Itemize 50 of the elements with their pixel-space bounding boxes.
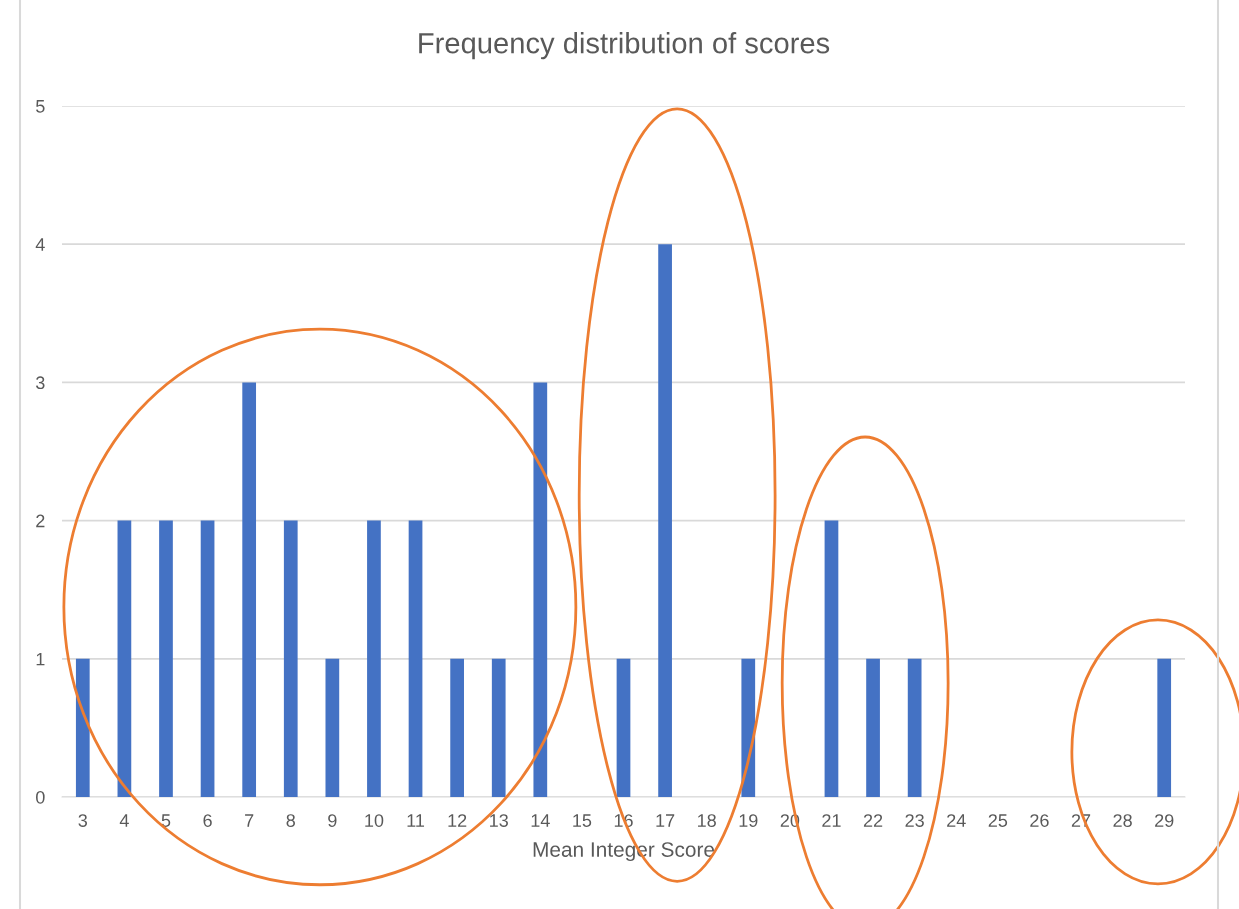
x-tick-label: 17 [656,814,675,827]
y-tick-label: 0 [36,790,45,804]
x-tick-label: 15 [573,814,592,827]
x-tick-label: 12 [448,814,467,827]
bar [658,244,672,797]
x-tick-label: 3 [78,814,88,827]
y-tick-label: 1 [36,652,45,666]
x-tick-label: 22 [863,814,883,827]
bar [866,658,880,797]
x-tick-label: 11 [407,814,425,827]
y-tick-label: 3 [35,376,45,390]
y-tick-label: 4 [35,238,45,251]
x-tick-label: 19 [739,814,758,827]
x-tick-label: 24 [947,814,966,827]
x-tick-label: 23 [905,814,924,827]
bar [824,520,839,797]
bar [408,520,423,797]
bar [159,520,173,797]
x-tick-label: 7 [245,814,254,827]
bar [533,382,548,797]
x-tick-label: 5 [161,814,171,827]
bar [450,658,464,797]
x-tick-label: 6 [203,814,212,827]
bar [616,658,631,797]
x-tick-label: 4 [119,814,129,827]
x-tick-label: 21 [822,814,841,827]
bar [741,658,756,797]
bar [367,520,381,797]
x-tick-label: 18 [698,814,716,827]
chart-title: Frequency distribution of scores [419,32,830,60]
x-tick-label: 13 [490,814,508,827]
x-tick-label: 8 [286,814,295,827]
x-tick-label: 9 [328,814,337,827]
y-tick-label: 2 [36,514,45,528]
x-tick-label: 25 [988,814,1008,827]
x-tick-label: 10 [365,814,384,827]
bar [283,520,298,797]
bar [75,658,90,797]
x-tick-label: 29 [1155,814,1174,827]
x-tick-label: 28 [1113,814,1132,827]
x-tick-label: 26 [1030,814,1049,827]
bar [491,658,506,797]
bar [907,658,922,797]
bar [117,520,132,797]
x-tick-label: 14 [531,814,550,827]
y-tick-label: 5 [36,100,45,113]
bar [325,658,340,797]
bar [242,382,257,797]
bar [200,520,215,797]
bar [1157,658,1172,797]
